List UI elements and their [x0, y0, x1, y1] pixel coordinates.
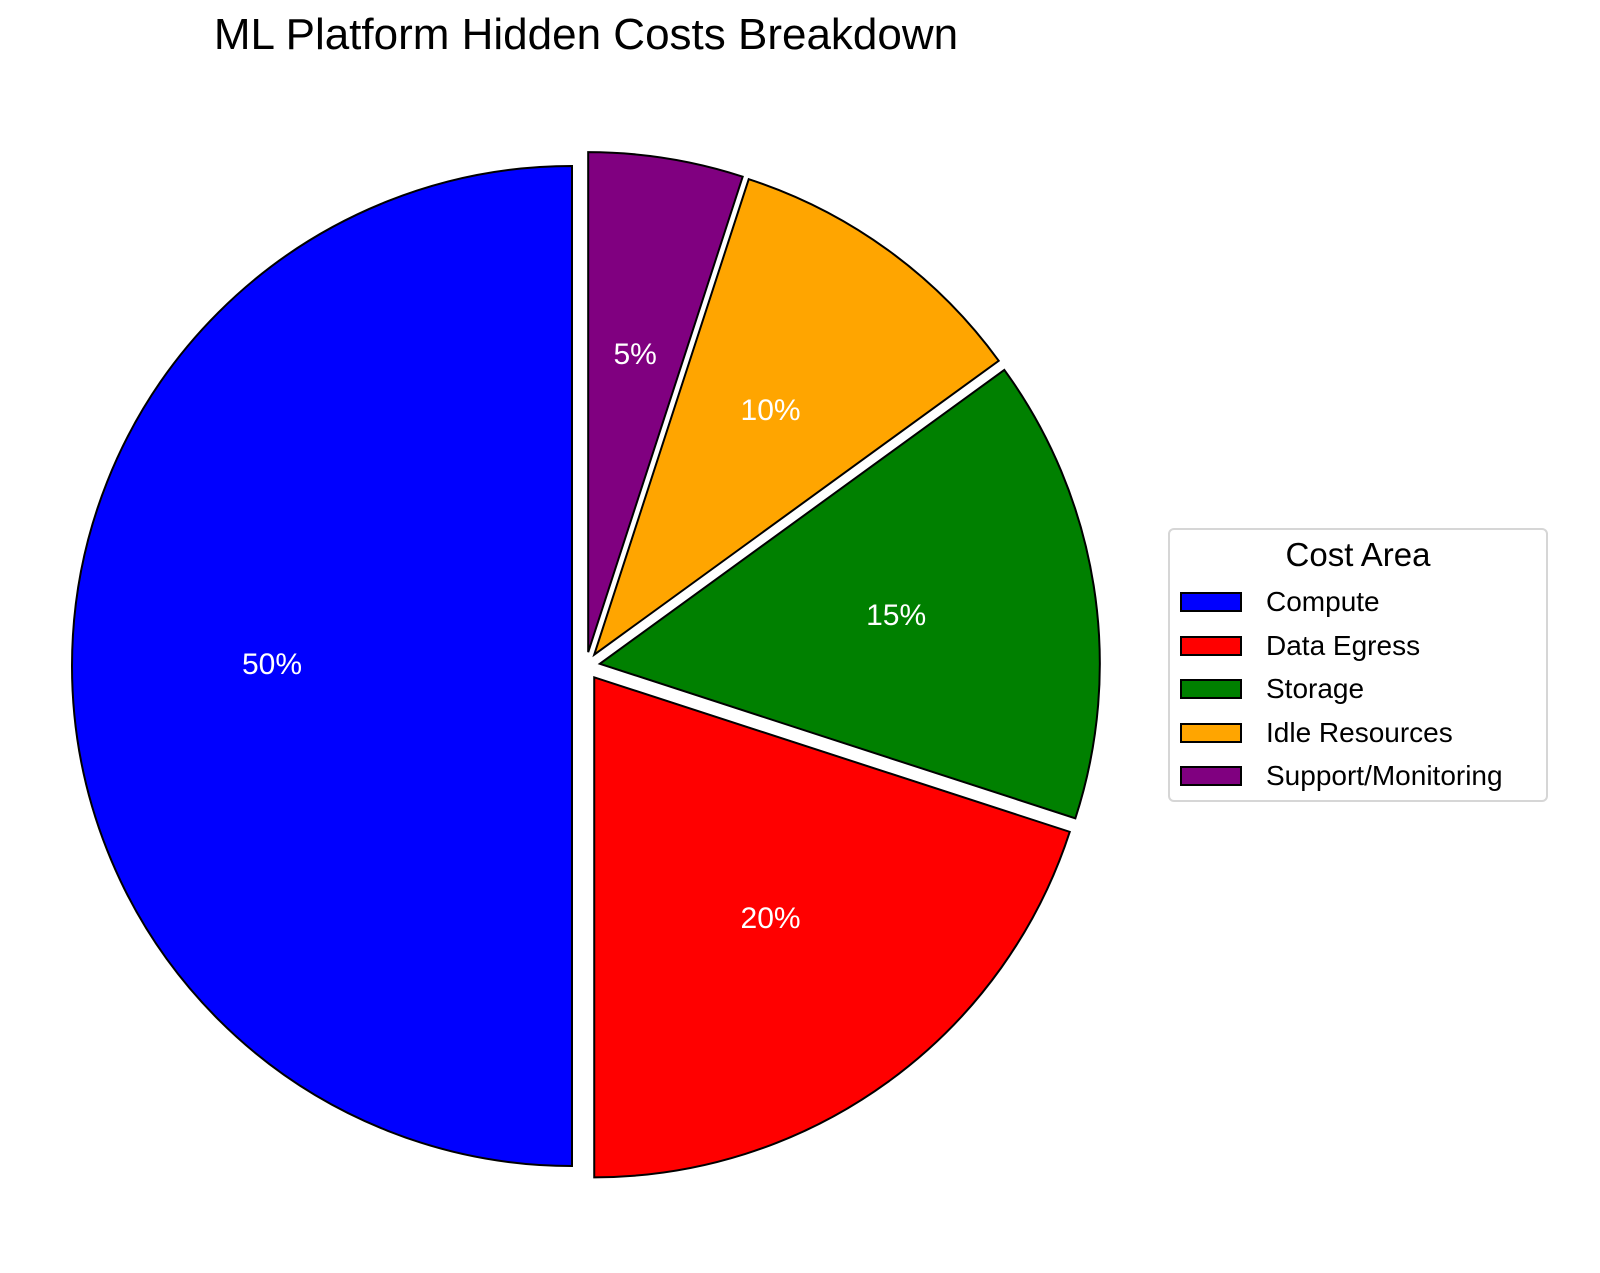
- slice-label-idle-resources: 10%: [741, 394, 801, 427]
- legend-item-support-monitoring: Support/Monitoring: [1180, 758, 1503, 794]
- legend-item-idle-resources: Idle Resources: [1180, 715, 1453, 751]
- slice-label-storage: 15%: [866, 599, 926, 632]
- chart-title: ML Platform Hidden Costs Breakdown: [213, 10, 959, 59]
- legend-item-compute: Compute: [1180, 584, 1380, 620]
- legend-label: Storage: [1266, 673, 1365, 704]
- legend-swatch-idle-resources: [1180, 723, 1242, 743]
- pie-slice-support-monitoring: [587, 151, 744, 653]
- slice-label-compute: 50%: [242, 648, 302, 681]
- pie-chart: 50% 20% 15% 10% 5%: [71, 151, 1101, 1179]
- pie-slice-idle-resources: [592, 177, 1001, 658]
- legend-item-data-egress: Data Egress: [1180, 628, 1420, 664]
- pie-slice-storage: [597, 368, 1101, 820]
- pie-slice-compute: [71, 164, 573, 1168]
- slice-label-support-monitoring: 5%: [613, 338, 656, 371]
- legend-label: Idle Resources: [1266, 717, 1453, 748]
- pie-slice-data-egress: [593, 675, 1072, 1179]
- legend-label: Compute: [1266, 586, 1380, 617]
- legend-label: Data Egress: [1266, 630, 1421, 661]
- legend-item-storage: Storage: [1180, 671, 1364, 707]
- legend-swatch-support-monitoring: [1180, 766, 1242, 786]
- legend-swatch-compute: [1180, 592, 1242, 612]
- legend-swatch-data-egress: [1180, 636, 1242, 656]
- legend-swatch-storage: [1180, 679, 1242, 699]
- slice-label-data-egress: 20%: [741, 902, 801, 935]
- legend-label: Support/Monitoring: [1266, 760, 1503, 791]
- legend-title: Cost Area: [1285, 536, 1431, 573]
- legend: Cost Area Compute Data Egress Storage Id…: [1168, 528, 1548, 802]
